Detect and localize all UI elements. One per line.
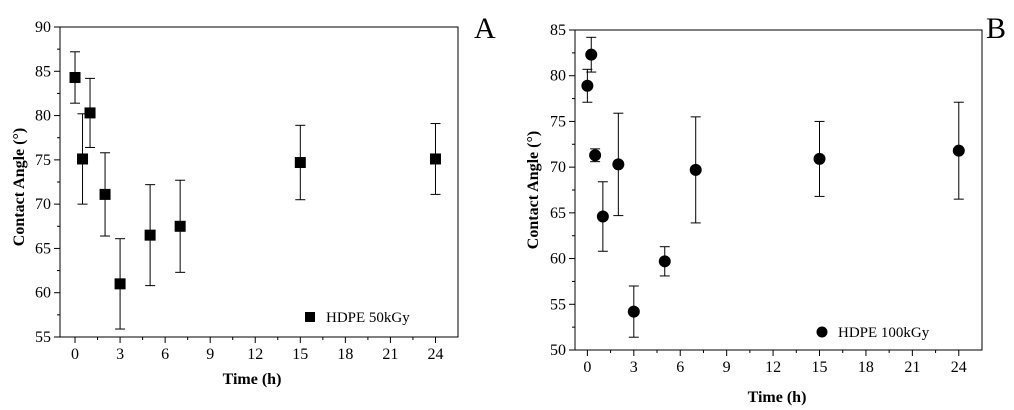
x-tick-label: 9 [723, 359, 731, 376]
data-point [589, 149, 602, 162]
x-tick-label: 24 [427, 346, 443, 363]
x-tick-label: 15 [812, 359, 828, 376]
x-tick-label: 6 [676, 359, 684, 376]
y-tick-label: 80 [550, 68, 566, 85]
y-tick-label: 70 [35, 196, 51, 213]
data-point [813, 152, 826, 165]
data-point [144, 229, 156, 241]
x-tick-label: 18 [858, 359, 874, 376]
chart-panel-b: B Time (h) Contact Angle (°) 0 3 6 9 12 15 18 2… [525, 12, 1006, 406]
chart-panel-a: A Time (h) Contact Angle (°) 0 3 6 9 12 15 18 2… [11, 12, 496, 388]
x-axis-label: Time (h) [748, 389, 807, 406]
y-tick-label: 75 [550, 113, 566, 130]
x-tick-label: 21 [904, 359, 920, 376]
x-tick-label: 15 [292, 346, 308, 363]
data-point [84, 107, 96, 119]
legend-marker [816, 326, 828, 338]
data-point [627, 305, 640, 318]
y-tick-label: 55 [35, 329, 51, 346]
y-tick-label: 60 [550, 251, 566, 268]
data-point [581, 79, 594, 92]
y-tick-label: 65 [550, 205, 566, 222]
data-point [658, 255, 671, 268]
y-axis-label: Contact Angle (°) [525, 131, 542, 249]
data-point [585, 48, 598, 61]
x-tick-label: 0 [71, 346, 79, 363]
x-tick-label: 21 [382, 346, 398, 363]
x-tick-label: 24 [951, 359, 967, 376]
x-tick-label: 0 [583, 359, 591, 376]
data-point [429, 153, 441, 165]
data-point [612, 158, 625, 171]
x-tick-label: 12 [765, 359, 781, 376]
data-point [689, 163, 702, 176]
data-point [294, 157, 306, 169]
plot-frame [574, 29, 983, 351]
x-tick-label: 12 [247, 346, 263, 363]
panel-letter: B [986, 12, 1006, 45]
y-tick-label: 80 [35, 108, 51, 125]
y-tick-label: 75 [35, 152, 51, 169]
legend-marker [305, 312, 315, 322]
y-tick-label: 85 [35, 63, 51, 80]
data-point [69, 71, 81, 83]
x-tick-label: 18 [337, 346, 353, 363]
x-tick-label: 6 [161, 346, 169, 363]
x-tick-label: 3 [630, 359, 638, 376]
panel-letter: A [474, 12, 496, 45]
data-point [77, 153, 89, 165]
legend-label: HDPE 50kGy [326, 310, 410, 326]
y-tick-label: 90 [35, 19, 51, 36]
y-tick-label: 70 [550, 159, 566, 176]
y-tick-label: 60 [35, 285, 51, 302]
y-tick-label: 65 [35, 240, 51, 257]
x-tick-label: 9 [206, 346, 214, 363]
y-tick-label: 50 [550, 342, 566, 359]
y-tick-label: 85 [550, 22, 566, 39]
data-point [99, 188, 111, 200]
data-point [952, 144, 965, 157]
data-point [174, 220, 186, 232]
y-axis-label: Contact Angle (°) [11, 128, 28, 246]
data-point [596, 210, 609, 223]
data-point [114, 278, 126, 290]
legend-label: HDPE 100kGy [838, 325, 930, 341]
x-axis-label: Time (h) [223, 371, 282, 388]
y-tick-label: 55 [550, 296, 566, 313]
x-tick-label: 3 [116, 346, 124, 363]
